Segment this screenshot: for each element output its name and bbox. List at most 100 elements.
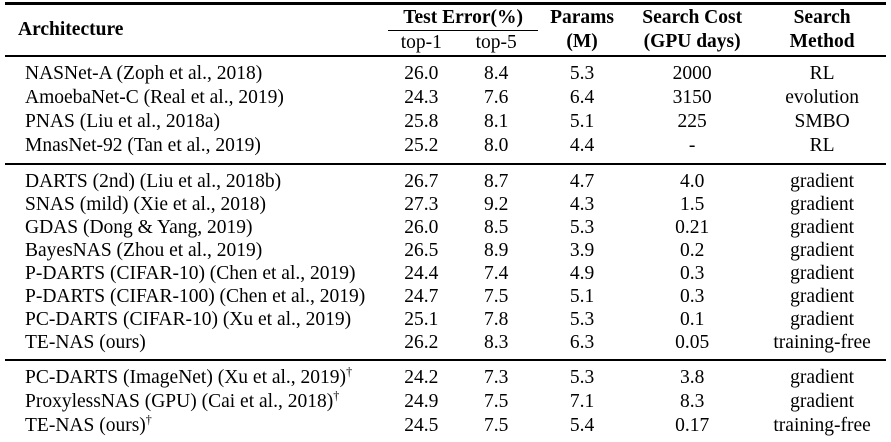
column-header-top5: top-5 xyxy=(475,32,517,53)
search-method-label-line1: Search xyxy=(793,7,851,28)
search-method-value: gradient xyxy=(790,171,855,192)
column-header-architecture: Architecture xyxy=(18,19,124,40)
architecture-name: GDAS (Dong & Yang, 2019) xyxy=(25,217,253,238)
table-row: DARTS (2nd) (Liu et al., 2018b) 26.7 8.7… xyxy=(5,164,886,193)
search-method-value: gradient xyxy=(790,263,855,284)
header-row-main: Architecture Test Error(%) Params (M) Se… xyxy=(5,3,886,52)
search-cost-value: 0.3 xyxy=(679,286,705,307)
architecture-name: P-DARTS (CIFAR-100) (Chen et al., 2019) xyxy=(25,286,366,307)
search-method-value: training-free xyxy=(773,415,871,436)
top1-value: 24.2 xyxy=(404,367,439,388)
search-method-value: training-free xyxy=(773,332,871,353)
architecture-name: ProxylessNAS (GPU) (Cai et al., 2018) xyxy=(25,391,334,412)
column-header-top1: top-1 xyxy=(400,32,442,53)
top1-value: 25.1 xyxy=(404,309,439,330)
top5-value: 7.6 xyxy=(483,87,509,108)
search-method-value: gradient xyxy=(790,367,855,388)
table-group-imagenet-searched: PC-DARTS (ImageNet) (Xu et al., 2019)† 2… xyxy=(5,360,886,442)
search-cost-value: - xyxy=(688,135,696,156)
architecture-name: PNAS (Liu et al., 2018a) xyxy=(25,111,220,132)
top5-value: 7.4 xyxy=(483,263,509,284)
top1-value: 27.3 xyxy=(404,194,439,215)
params-value: 5.1 xyxy=(569,111,595,132)
table-row: P-DARTS (CIFAR-100) (Chen et al., 2019) … xyxy=(5,285,886,308)
search-method-value: gradient xyxy=(790,309,855,330)
search-cost-value: 0.2 xyxy=(679,240,705,261)
column-header-test-error: Test Error(%) xyxy=(388,3,538,31)
dagger-mark: † xyxy=(145,412,152,427)
table-header: Architecture Test Error(%) Params (M) Se… xyxy=(5,3,886,57)
architecture-name: TE-NAS (ours) xyxy=(25,332,146,353)
architecture-name: AmoebaNet-C (Real et al., 2019) xyxy=(25,87,284,108)
table-row: PNAS (Liu et al., 2018a) 25.8 8.1 5.1 22… xyxy=(5,110,886,134)
params-value: 7.1 xyxy=(569,391,595,412)
params-value: 5.3 xyxy=(569,217,595,238)
architecture-name: NASNet-A (Zoph et al., 2018) xyxy=(25,63,263,84)
table-row: BayesNAS (Zhou et al., 2019) 26.5 8.9 3.… xyxy=(5,239,886,262)
column-header-params: Params (M) xyxy=(538,4,626,57)
top5-value: 8.1 xyxy=(483,111,509,132)
top1-value: 24.4 xyxy=(404,263,439,284)
search-cost-value: 3150 xyxy=(672,87,712,108)
table-row: MnasNet-92 (Tan et al., 2019) 25.2 8.0 4… xyxy=(5,134,886,164)
table-row: ProxylessNAS (GPU) (Cai et al., 2018)† 2… xyxy=(5,389,886,414)
top5-value: 7.5 xyxy=(483,391,509,412)
params-label-line2: (M) xyxy=(566,31,598,52)
architecture-name: TE-NAS (ours) xyxy=(25,415,146,436)
search-cost-value: 0.17 xyxy=(675,415,710,436)
top1-value: 24.5 xyxy=(404,415,439,436)
top5-value: 8.9 xyxy=(483,240,509,261)
top5-value: 8.3 xyxy=(483,332,509,353)
params-value: 5.1 xyxy=(569,286,595,307)
nas-comparison-table: Architecture Test Error(%) Params (M) Se… xyxy=(5,2,886,442)
search-method-value: gradient xyxy=(790,194,855,215)
top5-value: 7.3 xyxy=(483,367,509,388)
params-value: 6.3 xyxy=(569,332,595,353)
architecture-name: PC-DARTS (ImageNet) (Xu et al., 2019) xyxy=(25,367,347,388)
top1-value: 24.3 xyxy=(404,87,439,108)
top1-value: 24.7 xyxy=(404,286,439,307)
params-value: 5.4 xyxy=(569,415,595,436)
params-value: 5.3 xyxy=(569,367,595,388)
table-row: PC-DARTS (CIFAR-10) (Xu et al., 2019) 25… xyxy=(5,308,886,331)
table-row: AmoebaNet-C (Real et al., 2019) 24.3 7.6… xyxy=(5,86,886,110)
search-cost-value: 0.1 xyxy=(679,309,705,330)
header-row-sub: top-1 top-5 xyxy=(5,31,886,57)
params-label-line1: Params xyxy=(550,7,614,28)
top5-value: 8.7 xyxy=(483,171,509,192)
architecture-name: BayesNAS (Zhou et al., 2019) xyxy=(25,240,263,261)
search-method-value: gradient xyxy=(790,391,855,412)
search-method-value: SMBO xyxy=(794,111,850,132)
params-value: 4.9 xyxy=(569,263,595,284)
search-cost-value: 8.3 xyxy=(679,391,705,412)
table-row: PC-DARTS (ImageNet) (Xu et al., 2019)† 2… xyxy=(5,360,886,390)
top1-value: 24.9 xyxy=(404,391,439,412)
search-method-value: RL xyxy=(809,135,835,156)
dagger-mark: † xyxy=(346,364,353,379)
top1-value: 25.8 xyxy=(404,111,439,132)
top1-value: 26.7 xyxy=(404,171,439,192)
search-cost-value: 1.5 xyxy=(679,194,705,215)
table-group-gradient-nas: DARTS (2nd) (Liu et al., 2018b) 26.7 8.7… xyxy=(5,164,886,360)
table-row: GDAS (Dong & Yang, 2019) 26.0 8.5 5.3 0.… xyxy=(5,216,886,239)
architecture-name: P-DARTS (CIFAR-10) (Chen et al., 2019) xyxy=(25,263,356,284)
search-cost-label-line1: Search Cost xyxy=(642,7,743,28)
params-value: 4.4 xyxy=(569,135,595,156)
search-cost-value: 0.21 xyxy=(675,217,710,238)
column-header-search-method: Search Method xyxy=(758,4,886,57)
architecture-name: DARTS (2nd) (Liu et al., 2018b) xyxy=(25,171,282,192)
top5-value: 8.0 xyxy=(483,135,509,156)
search-cost-value: 225 xyxy=(677,111,707,132)
architecture-name: MnasNet-92 (Tan et al., 2019) xyxy=(25,135,261,156)
search-method-value: gradient xyxy=(790,240,855,261)
top1-value: 26.5 xyxy=(404,240,439,261)
top1-value: 26.0 xyxy=(404,217,439,238)
table-row: TE-NAS (ours)† 24.5 7.5 5.4 0.17 trainin… xyxy=(5,412,886,442)
search-method-label-line2: Method xyxy=(789,31,855,52)
params-value: 5.3 xyxy=(569,63,595,84)
params-value: 6.4 xyxy=(569,87,595,108)
search-method-value: RL xyxy=(809,63,835,84)
architecture-name: SNAS (mild) (Xie et al., 2018) xyxy=(25,194,267,215)
search-method-value: gradient xyxy=(790,286,855,307)
params-value: 3.9 xyxy=(569,240,595,261)
